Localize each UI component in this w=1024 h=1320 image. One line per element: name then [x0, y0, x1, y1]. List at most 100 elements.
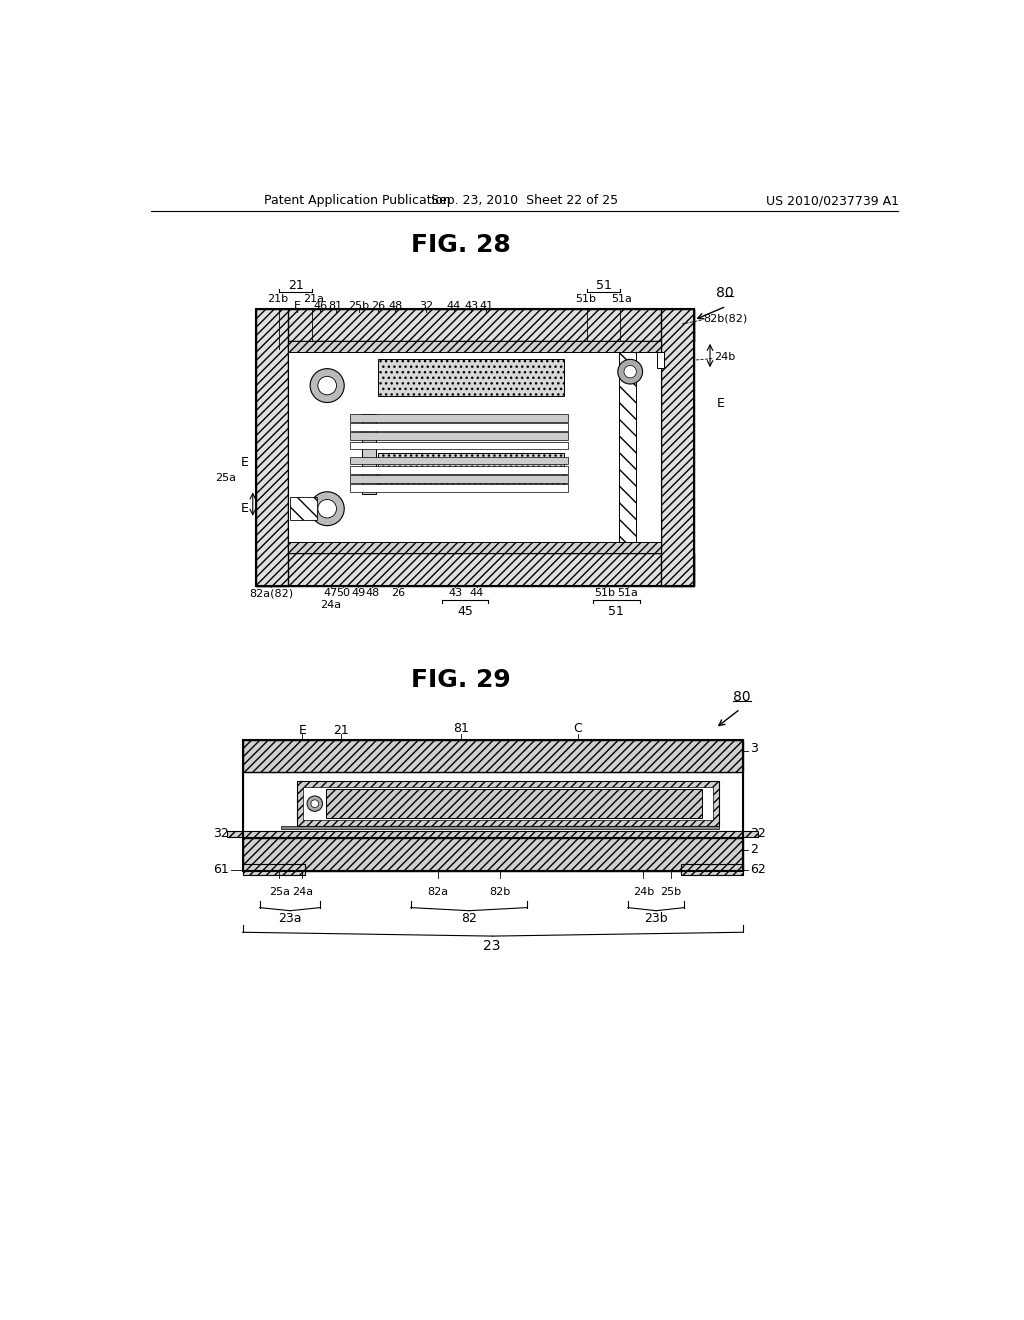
Text: FIG. 28: FIG. 28 [412, 232, 511, 256]
Text: 82b(82): 82b(82) [703, 314, 748, 323]
Bar [350, 466, 568, 474]
Text: 26: 26 [390, 589, 404, 598]
Circle shape [310, 368, 344, 403]
Text: 24a: 24a [292, 887, 313, 898]
Text: 24a: 24a [321, 601, 342, 610]
Circle shape [317, 499, 337, 517]
Text: 23: 23 [483, 939, 501, 953]
Text: 32: 32 [751, 828, 766, 841]
Bar [350, 424, 568, 430]
Text: 46: 46 [313, 301, 328, 312]
Text: Sep. 23, 2010  Sheet 22 of 25: Sep. 23, 2010 Sheet 22 of 25 [431, 194, 618, 207]
Bar [282, 826, 719, 829]
Bar [256, 309, 289, 586]
Bar [350, 484, 568, 492]
Text: 21a: 21a [303, 294, 325, 305]
Text: 25b: 25b [659, 887, 681, 898]
Text: 82: 82 [461, 912, 477, 925]
Bar [243, 838, 742, 871]
Text: E: E [298, 723, 306, 737]
Bar [289, 341, 662, 352]
Text: 82a(82): 82a(82) [249, 589, 294, 598]
Circle shape [311, 800, 318, 808]
Text: 23b: 23b [644, 912, 668, 925]
Text: 41: 41 [479, 301, 494, 312]
Text: C: C [573, 722, 582, 735]
Bar [378, 453, 563, 490]
Bar [289, 341, 662, 553]
Text: 43: 43 [464, 301, 478, 312]
Text: 61: 61 [213, 863, 228, 876]
Bar [256, 309, 693, 341]
Bar [350, 457, 568, 465]
Text: 82a: 82a [427, 887, 449, 898]
Bar [256, 553, 693, 586]
Text: 81: 81 [329, 301, 343, 312]
Bar [290, 498, 317, 520]
Text: 51: 51 [596, 279, 611, 292]
Text: 23a: 23a [279, 912, 302, 925]
Bar [350, 475, 568, 483]
Bar [289, 543, 662, 553]
Text: 3: 3 [751, 742, 758, 755]
Text: 51a: 51a [617, 589, 638, 598]
Text: 50: 50 [337, 589, 350, 598]
Text: 24b: 24b [714, 352, 735, 362]
Text: 21: 21 [333, 723, 349, 737]
Bar [350, 414, 568, 421]
Bar [243, 865, 305, 875]
Text: 81: 81 [454, 722, 469, 735]
Bar [618, 352, 636, 541]
Text: 45: 45 [457, 605, 473, 618]
Circle shape [307, 796, 323, 812]
Circle shape [317, 376, 337, 395]
Text: 51b: 51b [594, 589, 615, 598]
Text: 80: 80 [733, 690, 751, 705]
Bar [662, 309, 693, 586]
Text: E: E [241, 502, 248, 515]
Bar [303, 788, 713, 820]
Circle shape [310, 492, 344, 525]
Text: 43: 43 [447, 589, 462, 598]
Bar [681, 865, 742, 875]
Text: E: E [717, 397, 725, 409]
Text: E: E [241, 455, 248, 469]
Text: 82b: 82b [489, 887, 511, 898]
Text: Patent Application Publication: Patent Application Publication [263, 194, 451, 207]
Text: 44: 44 [446, 301, 461, 312]
Text: 51a: 51a [611, 294, 632, 305]
Text: 44: 44 [470, 589, 484, 598]
Bar [362, 414, 376, 494]
Bar [327, 789, 701, 818]
Text: FIG. 29: FIG. 29 [412, 668, 511, 693]
Text: 49: 49 [351, 589, 366, 598]
Text: E: E [294, 301, 300, 312]
Bar [243, 739, 742, 772]
Circle shape [617, 359, 643, 384]
Text: 48: 48 [388, 301, 402, 312]
Text: 2: 2 [751, 843, 758, 857]
Bar [378, 359, 563, 396]
Bar [256, 309, 693, 586]
Text: 25a: 25a [215, 473, 237, 483]
Text: 80: 80 [716, 286, 733, 300]
Bar [227, 830, 758, 837]
Text: 24b: 24b [633, 887, 654, 898]
Text: 21b: 21b [267, 294, 288, 305]
Circle shape [624, 366, 636, 378]
Text: US 2010/0237739 A1: US 2010/0237739 A1 [766, 194, 899, 207]
Text: 25a: 25a [268, 887, 290, 898]
Bar [657, 352, 664, 368]
Text: 47: 47 [324, 589, 338, 598]
Text: 26: 26 [372, 301, 385, 312]
Text: 21: 21 [288, 279, 304, 292]
Text: 25b: 25b [348, 301, 370, 312]
Bar [243, 739, 742, 871]
Text: 62: 62 [751, 863, 766, 876]
Bar [243, 772, 742, 838]
Text: 32: 32 [213, 828, 228, 841]
Text: 48: 48 [365, 589, 379, 598]
Bar [350, 433, 568, 440]
Text: 51b: 51b [574, 294, 596, 305]
Text: 32: 32 [419, 301, 433, 312]
